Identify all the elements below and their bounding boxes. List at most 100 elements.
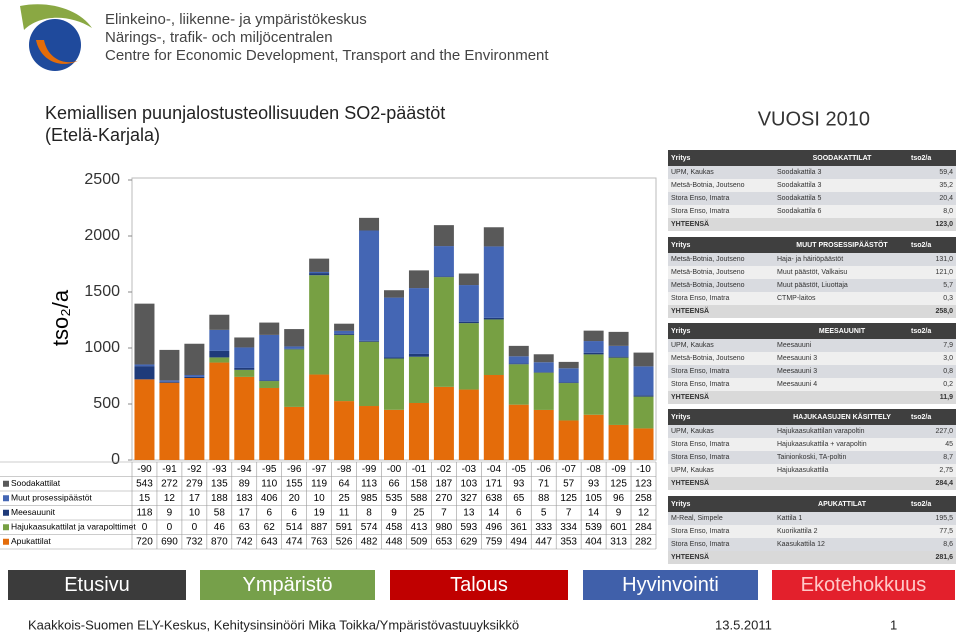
bar-segment <box>134 303 155 365</box>
table-value: 404 <box>585 536 602 547</box>
bar-segment <box>533 372 554 410</box>
x-tick-label: -01 <box>412 464 427 475</box>
table-value: 629 <box>461 536 478 547</box>
nav[interactable]: Hyvinvointi <box>583 570 758 600</box>
footer-page: 1 <box>890 617 897 632</box>
table-value: 270 <box>436 493 453 504</box>
c2: 35,2 <box>939 182 953 189</box>
legend-key <box>3 524 9 531</box>
tr: UPM, Kaukas Hajukaasukattila 2,75 <box>668 464 956 477</box>
table-value: 591 <box>336 522 353 533</box>
c0: Metsä-Botnia, Joutseno <box>671 256 745 263</box>
table-value: 12 <box>638 507 650 518</box>
bar-segment <box>334 334 355 402</box>
c0: Stora Enso, Imatra <box>671 528 730 535</box>
table-value: 643 <box>261 536 278 547</box>
bar-segment <box>234 369 255 377</box>
table-value: 6 <box>516 507 522 518</box>
c1: Muut päästöt, Liuottaja <box>777 282 848 289</box>
table-value: 601 <box>610 522 627 533</box>
table-value: 158 <box>411 478 428 489</box>
table-value: 110 <box>261 478 277 489</box>
table-value: 279 <box>186 478 203 489</box>
c0: M-Real, Simpele <box>671 515 723 522</box>
bar-segment <box>234 347 255 368</box>
table-value: 63 <box>239 522 251 533</box>
bar-segment <box>134 364 155 367</box>
legend-key <box>3 538 9 545</box>
bar-segment <box>458 323 479 390</box>
tbl: Yritys APUKATTILAT tso2/a M-Real, Simpele Ka… <box>668 496 956 564</box>
table-value: 514 <box>286 522 303 533</box>
tr: Yritys MUUT PROSESSIPÄÄSTÖT tso2/a <box>668 237 956 253</box>
bar-segment <box>508 404 529 460</box>
bar-segment <box>433 225 454 247</box>
nav[interactable]: Ympäristö <box>200 570 375 600</box>
bar-segment <box>234 367 255 370</box>
table-value: 282 <box>635 536 652 547</box>
c2: 121,0 <box>935 269 953 276</box>
tr: M-Real, Simpele Kattila 1 195,5 <box>668 512 956 525</box>
table-value: 105 <box>585 493 602 504</box>
x-tick-label: -08 <box>586 464 601 475</box>
nav[interactable]: Talous <box>390 570 568 600</box>
table-value: 57 <box>563 478 575 489</box>
bar-segment <box>359 217 380 231</box>
nav[interactable]: Etusivu <box>8 570 186 600</box>
table-value: 188 <box>211 493 228 504</box>
bar-segment <box>483 319 504 375</box>
bar-segment <box>533 409 554 460</box>
bar-segment <box>309 273 330 276</box>
logo-swoosh <box>36 40 80 64</box>
c1: HAJUKAASUJEN KÄSITTELY <box>793 413 891 421</box>
bar-segment <box>408 288 429 354</box>
c0: UPM, Kaukas <box>671 428 714 435</box>
bar-segment <box>558 361 579 369</box>
c2: 8,7 <box>943 454 953 461</box>
nav[interactable]: Ekotehokkuus <box>772 570 955 600</box>
bar-segment <box>608 357 629 425</box>
legend-key <box>3 509 9 516</box>
legend-label: Apukattilat <box>11 536 51 546</box>
bar-segment <box>309 271 330 274</box>
tr: YHTEENSÄ 258,0 <box>668 305 956 318</box>
legend-label: Meesauunit <box>11 507 56 517</box>
c0: Metsä-Botnia, Joutseno <box>671 282 745 289</box>
c0: YHTEENSÄ <box>671 554 710 561</box>
bar-segment <box>533 372 554 373</box>
c2: 227,0 <box>935 428 953 435</box>
tr: Stora Enso, Imatra Meesauuni 4 0,2 <box>668 378 956 391</box>
bar-segment <box>433 246 454 277</box>
bar-segment <box>433 386 454 460</box>
table-value: 272 <box>161 478 178 489</box>
table-value: 65 <box>513 493 525 504</box>
bar-segment <box>284 406 305 460</box>
tr: Metsä-Botnia, Joutseno Haja- ja häiriöpää… <box>668 253 956 266</box>
table-value: 88 <box>538 493 550 504</box>
bar-segment <box>558 382 579 384</box>
table-value: 284 <box>635 522 652 533</box>
c0: Yritys <box>671 413 691 421</box>
table-value: 0 <box>142 522 148 533</box>
bar-segment <box>234 337 255 348</box>
y-tick-label: 500 <box>93 395 120 412</box>
bar-segment <box>384 357 404 359</box>
tbl: Yritys MEESAUUNIT tso2/a UPM, Kaukas Meesauu… <box>668 323 956 404</box>
x-tick-label: -94 <box>237 464 252 475</box>
c1: Meesauuni 3 <box>777 355 818 362</box>
c0: YHTEENSÄ <box>671 308 710 315</box>
c2: 59,4 <box>939 169 953 176</box>
y-tick-label: 2000 <box>84 227 120 244</box>
c1: Soodakattila 6 <box>777 208 822 215</box>
table-value: 96 <box>613 493 625 504</box>
bar-segment <box>184 374 205 377</box>
c1: Hajukaasukattila <box>777 467 829 474</box>
bar-segment <box>334 330 355 334</box>
bar-segment <box>558 420 579 460</box>
c1: SOODAKATTILAT <box>812 154 872 162</box>
bar-segment <box>259 380 280 382</box>
table-value: 10 <box>189 507 201 518</box>
tr: Metsä-Botnia, Joutseno Soodakattila 3 35,2 <box>668 179 956 192</box>
c1: Meesauuni <box>777 342 812 349</box>
